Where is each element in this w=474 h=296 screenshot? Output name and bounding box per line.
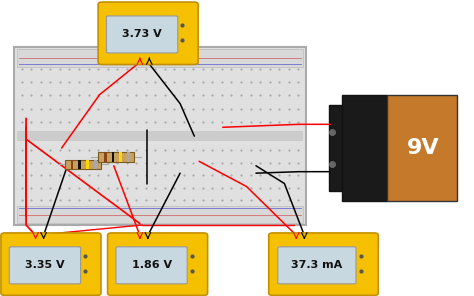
FancyBboxPatch shape (107, 16, 178, 53)
Bar (17, 49, 303, 67)
FancyBboxPatch shape (9, 247, 81, 284)
Bar (127, 152, 130, 162)
FancyBboxPatch shape (98, 2, 198, 65)
Bar (17, 131, 303, 141)
Bar (98, 152, 134, 162)
FancyBboxPatch shape (269, 233, 378, 295)
FancyBboxPatch shape (1, 233, 101, 295)
Bar (14, 47, 306, 225)
Bar (65, 160, 100, 169)
Text: 3.73 V: 3.73 V (122, 30, 162, 39)
Bar (86, 160, 89, 169)
Text: 1.86 V: 1.86 V (131, 260, 172, 270)
Text: 37.3 mA: 37.3 mA (291, 260, 343, 270)
Bar (17, 206, 303, 223)
Text: 9V: 9V (407, 138, 439, 158)
Bar (104, 152, 107, 162)
Bar (119, 152, 122, 162)
Bar (94, 160, 97, 169)
Bar (342, 95, 387, 201)
Text: 3.35 V: 3.35 V (25, 260, 65, 270)
Bar (78, 160, 81, 169)
FancyBboxPatch shape (278, 247, 356, 284)
FancyBboxPatch shape (108, 233, 208, 295)
FancyBboxPatch shape (116, 247, 187, 284)
Bar (111, 152, 114, 162)
Bar (387, 95, 457, 201)
Bar (329, 105, 342, 191)
Bar (71, 160, 73, 169)
